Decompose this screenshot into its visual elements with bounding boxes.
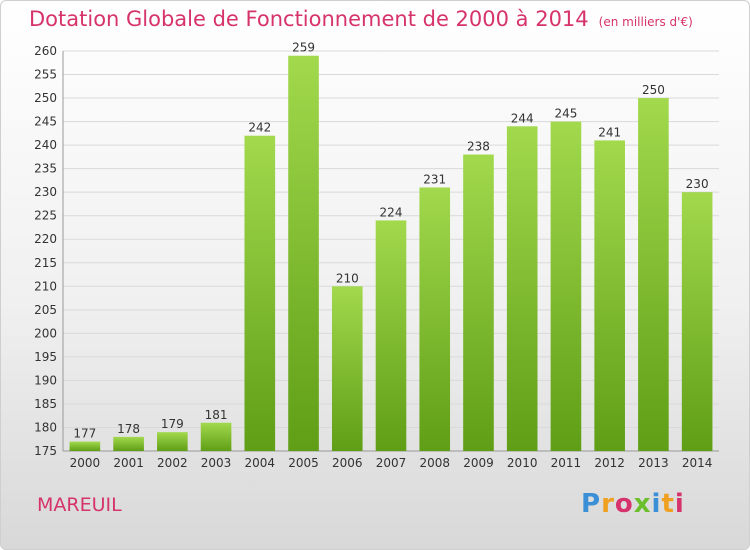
y-tick-label: 245 [34,115,57,129]
bar-2007 [375,220,407,451]
y-tick-label: 210 [34,279,57,293]
data-label-2010: 244 [511,111,534,125]
bar-2011 [550,121,582,452]
bar-2002 [157,432,188,451]
x-tick-label-2012: 2012 [594,456,625,470]
x-tick-label-2007: 2007 [376,456,407,470]
x-tick-label-2011: 2011 [551,456,582,470]
x-tick-label-2014: 2014 [682,456,713,470]
y-tick-label: 215 [34,256,57,270]
data-label-2006: 210 [336,271,359,285]
data-label-2009: 238 [467,140,490,154]
data-label-2014: 230 [686,177,709,191]
chart-title-text: Dotation Globale de Fonctionnement de 20… [29,7,589,31]
data-label-2000: 177 [73,427,96,441]
x-tick-label-2000: 2000 [70,456,101,470]
y-tick-label: 205 [34,303,57,317]
data-label-2013: 250 [642,83,665,97]
data-label-2008: 231 [423,172,446,186]
bar-2000 [69,441,101,451]
y-tick-label: 200 [34,326,57,340]
data-label-2001: 178 [117,422,140,436]
bar-2003 [200,422,232,451]
bar-2013 [638,98,669,451]
y-tick-label: 235 [34,162,57,176]
y-tick-label: 260 [34,44,57,58]
bar-2001 [113,436,144,451]
data-label-2011: 245 [554,107,577,121]
x-tick-label-2013: 2013 [638,456,669,470]
label-layer: 175 180 185 190 195 200 205 210 215 220 225 230 235 2… [34,41,712,470]
y-tick-label: 220 [34,232,57,246]
y-tick-label: 225 [34,209,57,223]
x-tick-label-2008: 2008 [419,456,450,470]
chart-title: Dotation Globale de Fonctionnement de 20… [29,7,693,31]
chart-unit: (en milliers d'€) [598,15,693,29]
y-tick-label: 230 [34,185,57,199]
x-tick-label-2001: 2001 [113,456,144,470]
data-label-2005: 259 [292,41,315,55]
y-tick-label: 190 [34,373,57,387]
data-label-2003: 181 [205,408,228,422]
bar-2008 [419,187,451,451]
bar-2012 [594,140,625,452]
y-tick-label: 180 [34,420,57,434]
x-tick-label-2009: 2009 [463,456,494,470]
y-tick-label: 240 [34,138,57,152]
bar-layer [69,55,713,452]
y-tick-label: 250 [34,91,57,105]
bar-2005 [288,55,319,452]
town-name: MAREUIL [37,494,122,516]
data-label-2007: 224 [380,205,403,219]
bar-2006 [331,286,363,451]
bar-2010 [506,126,538,451]
y-tick-label: 195 [34,350,57,364]
data-label-2002: 179 [161,417,184,431]
x-tick-label-2003: 2003 [201,456,232,470]
x-tick-label-2010: 2010 [507,456,538,470]
bar-2004 [244,135,276,452]
x-tick-label-2002: 2002 [157,456,188,470]
x-tick-label-2006: 2006 [332,456,363,470]
data-label-2004: 242 [248,121,271,135]
x-tick-label-2004: 2004 [245,456,276,470]
proxiti-logo[interactable]: Proxiti [581,489,685,519]
y-tick-label: 175 [34,444,57,458]
y-tick-label: 185 [34,397,57,411]
bar-2014 [681,192,713,452]
bar-2009 [463,154,494,451]
data-label-2012: 241 [598,125,621,139]
y-tick-label: 255 [34,68,57,82]
x-tick-label-2005: 2005 [288,456,319,470]
